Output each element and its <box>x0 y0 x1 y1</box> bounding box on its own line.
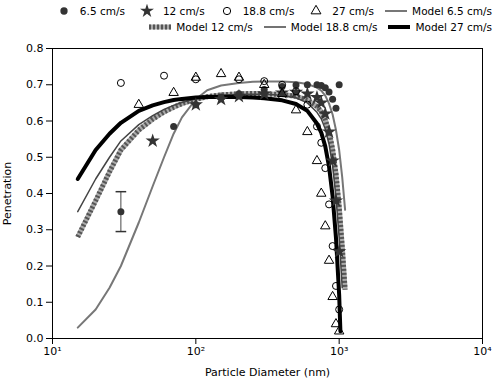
svg-text:Particle Diameter (nm): Particle Diameter (nm) <box>205 366 330 379</box>
svg-text:0.5: 0.5 <box>26 151 44 164</box>
html-text:Model 12 cm/s: Model 12 cm/s <box>176 21 253 33</box>
svg-text:0.2: 0.2 <box>26 260 44 273</box>
svg-text:Penetration: Penetration <box>1 162 14 225</box>
html-text:Model 6.5 cm/s: Model 6.5 cm/s <box>412 5 492 17</box>
html-text:Model 27 cm/s: Model 27 cm/s <box>415 21 492 33</box>
svg-text:10¹: 10¹ <box>43 345 61 358</box>
html-text:12 cm/s: 12 cm/s <box>162 5 205 17</box>
html-text:6.5 cm/s: 6.5 cm/s <box>79 5 125 17</box>
svg-text:0.3: 0.3 <box>26 223 44 236</box>
html-text:Model 18.8 cm/s: Model 18.8 cm/s <box>290 21 378 33</box>
svg-text:0.7: 0.7 <box>26 78 44 91</box>
svg-text:0.4: 0.4 <box>26 187 44 200</box>
html-text:27 cm/s: 27 cm/s <box>332 5 375 17</box>
svg-text:0.6: 0.6 <box>26 115 44 128</box>
svg-text:10⁴: 10⁴ <box>473 345 492 358</box>
svg-text:10³: 10³ <box>330 345 348 358</box>
svg-text:0.1: 0.1 <box>26 296 44 309</box>
html-text:18.8 cm/s: 18.8 cm/s <box>242 5 295 17</box>
svg-text:0.8: 0.8 <box>26 42 44 55</box>
svg-text:0.0: 0.0 <box>26 332 44 345</box>
svg-text:10²: 10² <box>187 345 205 358</box>
